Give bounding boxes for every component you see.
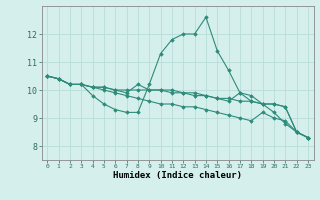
X-axis label: Humidex (Indice chaleur): Humidex (Indice chaleur): [113, 171, 242, 180]
